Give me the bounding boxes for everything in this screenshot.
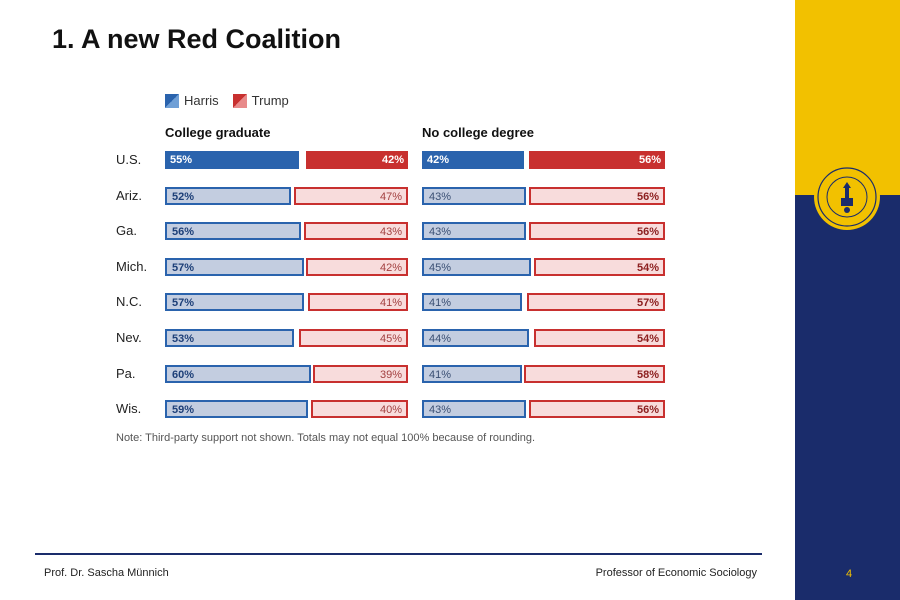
bar-trump: 43% — [303, 222, 408, 240]
bar-row: 45% 54% — [422, 258, 665, 276]
bar-harris: 41% — [422, 293, 522, 311]
panel-title-college: College graduate — [165, 125, 271, 140]
bar-harris: 56% — [165, 222, 302, 240]
bar-trump: 54% — [533, 258, 665, 276]
bar-row: 57% 41% — [165, 293, 408, 311]
bar-trump: 45% — [298, 329, 408, 347]
bar-trump: 39% — [313, 365, 408, 383]
legend-item-trump: Trump — [232, 93, 289, 108]
bar-trump: 42% — [305, 151, 408, 169]
bar-harris: 43% — [422, 222, 527, 240]
university-seal-icon — [814, 164, 880, 230]
footer-divider — [35, 553, 762, 555]
bar-row: 41% 58% — [422, 365, 665, 383]
bar-row: 56% 43% — [165, 222, 408, 240]
row-label: N.C. — [116, 294, 142, 309]
legend-label-harris: Harris — [184, 93, 219, 108]
bar-harris: 52% — [165, 187, 292, 205]
bar-harris: 41% — [422, 365, 522, 383]
footer-affiliation: Professor of Economic Sociology — [595, 567, 757, 579]
legend-swatch-harris — [165, 93, 179, 108]
bar-harris: 42% — [422, 151, 525, 169]
bar-row: 43% 56% — [422, 187, 665, 205]
bar-trump: 56% — [528, 222, 665, 240]
bar-harris: 55% — [165, 151, 299, 169]
sidebar-band — [795, 0, 900, 600]
bar-harris: 44% — [422, 329, 529, 347]
bar-trump: 42% — [305, 258, 408, 276]
bar-trump: 56% — [528, 400, 665, 418]
bar-row: 42% 56% — [422, 151, 665, 169]
bar-harris: 45% — [422, 258, 532, 276]
bar-row: 53% 45% — [165, 329, 408, 347]
sidebar-gold-block — [795, 0, 900, 195]
bar-harris: 53% — [165, 329, 294, 347]
row-label: Pa. — [116, 366, 136, 381]
bar-row: 52% 47% — [165, 187, 408, 205]
panel-title-no-college: No college degree — [422, 125, 534, 140]
bar-row: 59% 40% — [165, 400, 408, 418]
bar-trump: 56% — [528, 187, 665, 205]
legend-item-harris: Harris — [165, 93, 219, 108]
chart-legend: Harris Trump — [165, 93, 289, 108]
bar-trump: 58% — [524, 365, 665, 383]
row-label: Mich. — [116, 259, 148, 274]
bar-trump: 47% — [293, 187, 408, 205]
bar-harris: 43% — [422, 400, 527, 418]
bar-trump: 41% — [308, 293, 408, 311]
bar-row: 43% 56% — [422, 400, 665, 418]
row-label: Ga. — [116, 223, 137, 238]
row-label: Ariz. — [116, 188, 142, 203]
legend-label-trump: Trump — [251, 93, 289, 108]
row-label: Wis. — [116, 401, 142, 416]
bar-row: 55% 42% — [165, 151, 408, 169]
row-label: U.S. — [116, 152, 142, 167]
footer-author: Prof. Dr. Sascha Münnich — [44, 567, 169, 579]
bar-trump: 56% — [528, 151, 665, 169]
page-number: 4 — [846, 568, 853, 580]
bar-trump: 57% — [526, 293, 665, 311]
bar-harris: 60% — [165, 365, 311, 383]
bar-row: 43% 56% — [422, 222, 665, 240]
row-label: Nev. — [116, 330, 142, 345]
slide-title: 1. A new Red Coalition — [52, 24, 342, 54]
bar-row: 60% 39% — [165, 365, 408, 383]
bar-row: 44% 54% — [422, 329, 665, 347]
bar-harris: 43% — [422, 187, 527, 205]
chart-note: Note: Third-party support not shown. Tot… — [116, 432, 536, 444]
bar-trump: 40% — [310, 400, 408, 418]
bar-row: 57% 42% — [165, 258, 408, 276]
bar-trump: 54% — [533, 329, 665, 347]
bar-harris: 57% — [165, 293, 304, 311]
legend-swatch-trump — [232, 93, 247, 108]
bar-row: 41% 57% — [422, 293, 665, 311]
bar-harris: 59% — [165, 400, 309, 418]
bar-harris: 57% — [165, 258, 304, 276]
